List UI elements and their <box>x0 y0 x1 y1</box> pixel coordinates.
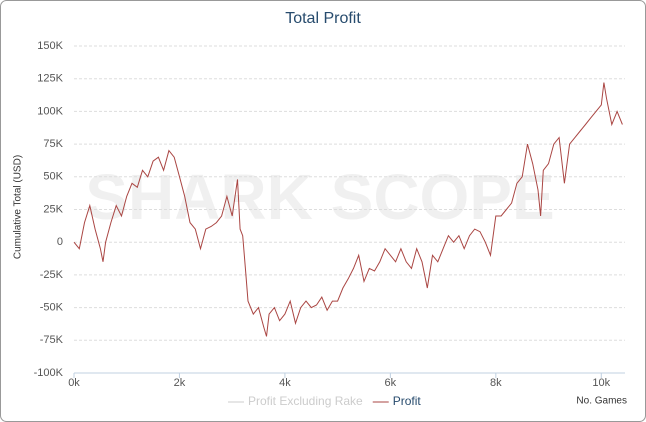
y-tick-label: 0 <box>57 236 63 248</box>
x-tick-label: 8k <box>490 377 502 389</box>
y-tick-label: -100K <box>34 367 64 379</box>
x-tick-label: 4k <box>279 377 291 389</box>
y-tick-label: 100K <box>37 105 63 117</box>
y-tick-label: -25K <box>40 269 64 281</box>
y-axis-label: Cumulative Total (USD) <box>13 155 24 259</box>
profit-line <box>73 82 623 337</box>
legend-label: Profit Excluding Rake <box>248 394 363 408</box>
x-axis-label: No. Games <box>576 396 627 407</box>
watermark: SHARK SCOPE <box>85 161 554 233</box>
x-tick-label: 2k <box>174 377 186 389</box>
legend-label: Profit <box>393 394 422 408</box>
y-tick-label: 50K <box>43 171 63 183</box>
y-tick-label: 125K <box>37 73 63 85</box>
y-tick-label: 25K <box>43 203 63 215</box>
x-tick-label: 10k <box>592 377 610 389</box>
chart-title: Total Profit <box>285 10 361 27</box>
y-tick-label: 75K <box>43 138 63 150</box>
y-tick-label: -50K <box>40 302 64 314</box>
x-tick-label: 0k <box>68 377 80 389</box>
x-tick-label: 6k <box>385 377 397 389</box>
y-tick-label: -75K <box>40 334 64 346</box>
y-tick-label: 150K <box>37 40 63 52</box>
